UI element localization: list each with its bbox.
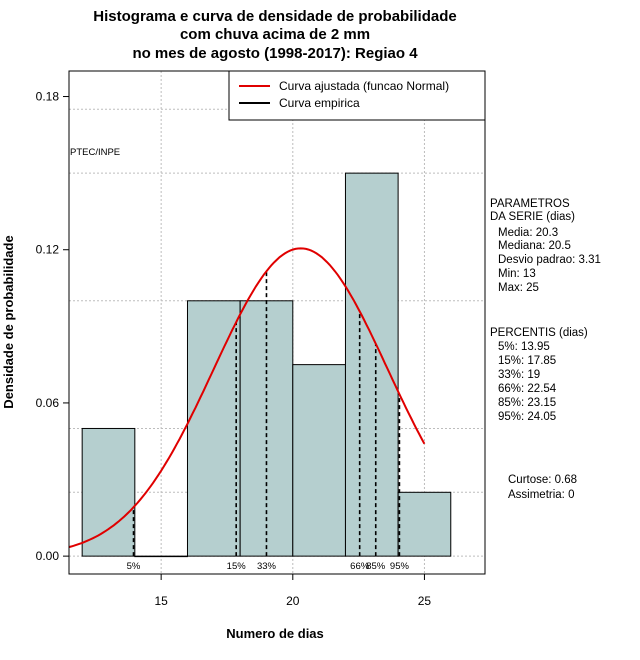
chart-title-line-3: no mes de agosto (1998-2017): Regiao 4 (132, 45, 418, 62)
histogram-bar (292, 364, 346, 557)
param-desvio: Desvio padrao: 3.31 (498, 254, 601, 266)
y-tick-label: 0.12 (36, 243, 60, 257)
percentis-title: PERCENTIS (dias) (490, 327, 588, 339)
percentile-label: 33% (257, 561, 277, 572)
chart-title-line-1: Histograma e curva de densidade de proba… (93, 8, 456, 25)
params-title-2: DA SERIE (dias) (490, 211, 575, 223)
param-min: Min: 13 (498, 268, 536, 280)
legend-label-normal: Curva ajustada (funcao Normal) (279, 79, 449, 93)
params-title-1: PARAMETROS (490, 198, 570, 210)
x-tick-label: 25 (418, 594, 432, 608)
y-tick-label: 0.18 (36, 90, 60, 104)
normal-curve-layer (68, 247, 426, 549)
percentile-label: 95% (390, 561, 410, 572)
histogram-bar (81, 427, 136, 557)
source-label: PTEC/INPE (70, 147, 120, 158)
y-axis-title: Densidade de probabilidade (1, 235, 16, 408)
histogram-bars (81, 172, 452, 558)
histogram-bar (397, 491, 452, 557)
normal-curve (68, 247, 426, 549)
percentil-5: 5%: 13.95 (498, 341, 550, 353)
y-tick-label: 0.06 (36, 396, 60, 410)
histogram-bar (134, 555, 188, 558)
param-mediana: Mediana: 20.5 (498, 240, 571, 252)
y-axis: 0.00 0.06 0.12 0.18 (36, 90, 69, 563)
percentile-label: 5% (127, 561, 141, 572)
percentile-lines: 5% 15% 33% 66%85% 95% (127, 271, 410, 572)
chart-title-line-2: com chuva acima de 2 mm (180, 26, 370, 43)
legend-label-empirica: Curva empirica (279, 96, 360, 110)
percentil-33: 33%: 19 (498, 369, 540, 381)
percentil-95: 95%: 24.05 (498, 411, 556, 423)
assimetria: Assimetria: 0 (508, 489, 574, 501)
percentile-label: 15% (227, 561, 247, 572)
x-tick-label: 20 (286, 594, 300, 608)
percentil-85: 85%: 23.15 (498, 397, 556, 409)
histogram-bar (186, 300, 241, 557)
stats-panel: PARAMETROS DA SERIE (dias) Media: 20.3 M… (490, 198, 601, 501)
y-tick-label: 0.00 (36, 549, 60, 563)
curtose: Curtose: 0.68 (508, 474, 577, 486)
param-media: Media: 20.3 (498, 227, 558, 239)
percentile-label: 66% (350, 561, 370, 572)
x-axis: 15 20 25 (154, 574, 431, 608)
histogram-bar (344, 172, 399, 557)
x-axis-title: Numero de dias (226, 626, 324, 641)
legend-box (228, 70, 486, 121)
percentil-66: 66%: 22.54 (498, 383, 557, 395)
x-tick-label: 15 (154, 594, 168, 608)
percentile-label: 85% (366, 561, 386, 572)
legend: Curva ajustada (funcao Normal) Curva emp… (228, 70, 486, 121)
percentil-15: 15%: 17.85 (498, 355, 556, 367)
param-max: Max: 25 (498, 282, 539, 294)
